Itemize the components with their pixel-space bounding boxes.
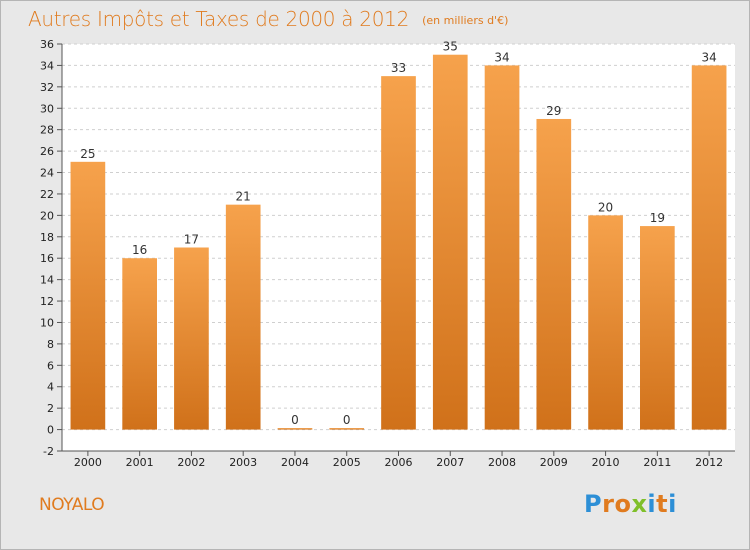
bar-2008 (484, 65, 520, 430)
data-label: 33 (391, 61, 406, 75)
bar-2002 (174, 247, 209, 430)
bar-2010 (588, 215, 623, 430)
y-tick-label: 34 (40, 59, 54, 72)
y-tick-label: 4 (47, 381, 54, 394)
bar-2003 (225, 204, 261, 430)
y-tick-label: 16 (40, 252, 54, 265)
x-tick-label: 2011 (643, 456, 671, 469)
bar-2012 (691, 65, 727, 430)
x-axis: 2000 2001 2002 2003 2004 2005 2006 2007 2008 2009… (62, 450, 735, 469)
x-tick-label: 2009 (540, 456, 568, 469)
x-tick-label: 2008 (488, 456, 516, 469)
data-label: 25 (80, 147, 95, 161)
data-label: 0 (291, 413, 299, 427)
chart-subtitle: (en milliers d'€) (422, 14, 509, 27)
brand-letter: P (584, 490, 603, 518)
data-label: 17 (184, 233, 199, 247)
y-tick-label: 14 (40, 274, 54, 287)
brand-logo: Proxiti (584, 490, 677, 518)
bars: 25 16 17 21 0 0 33 35 34 29 20 19 34 (70, 40, 727, 430)
data-label: 0 (343, 413, 351, 427)
y-tick-label: 28 (40, 124, 54, 137)
y-tick-label: 0 (47, 424, 54, 437)
bar-2007 (432, 54, 468, 430)
bar-2011 (640, 226, 675, 430)
y-tick-label: 36 (40, 38, 54, 51)
x-tick-label: 2000 (74, 456, 102, 469)
y-tick-label: 8 (47, 338, 54, 351)
y-tick-label: 24 (40, 167, 54, 180)
data-label: 34 (701, 50, 716, 64)
bar-2006 (381, 76, 416, 430)
brand-letter: o (614, 490, 632, 518)
brand-letter: r (602, 490, 615, 518)
data-label: 34 (494, 50, 509, 64)
x-tick-label: 2005 (333, 456, 361, 469)
bar-2009 (536, 118, 572, 430)
data-label: 29 (546, 104, 561, 118)
bar-2001 (122, 258, 157, 430)
brand-letter: x (631, 490, 648, 518)
data-label: 20 (598, 200, 613, 214)
bar-2004 (277, 428, 313, 430)
brand-letter: t (656, 490, 669, 518)
bar-2005 (329, 428, 365, 430)
y-tick-label: -2 (43, 445, 54, 458)
x-tick-label: 2010 (592, 456, 620, 469)
y-tick-label: 22 (40, 188, 54, 201)
data-label: 21 (236, 190, 251, 204)
x-tick-label: 2007 (436, 456, 464, 469)
y-tick-label: 2 (47, 402, 54, 415)
x-tick-label: 2012 (695, 456, 723, 469)
y-tick-label: 20 (40, 209, 54, 222)
y-tick-label: 30 (40, 102, 54, 115)
brand-letter: i (668, 490, 677, 518)
x-tick-label: 2001 (126, 456, 154, 469)
x-tick-label: 2004 (281, 456, 309, 469)
x-tick-label: 2006 (385, 456, 413, 469)
data-label: 35 (443, 40, 458, 54)
town-name: NOYALO (39, 495, 105, 515)
chart-title: Autres Impôts et Taxes de 2000 à 2012 (28, 7, 409, 31)
y-tick-label: 12 (40, 295, 54, 308)
title-block: Autres Impôts et Taxes de 2000 à 2012 (e… (28, 7, 508, 31)
y-tick-label: 10 (40, 316, 54, 329)
brand-letter: i (647, 490, 657, 518)
x-tick-label: 2002 (177, 456, 205, 469)
x-tick-label: 2003 (229, 456, 257, 469)
y-tick-label: 32 (40, 81, 54, 94)
bar-2000 (70, 161, 106, 430)
y-tick-label: 26 (40, 145, 54, 158)
data-label: 19 (650, 211, 665, 225)
data-label: 16 (132, 243, 147, 257)
y-tick-label: 18 (40, 231, 54, 244)
y-tick-label: 6 (47, 359, 54, 372)
